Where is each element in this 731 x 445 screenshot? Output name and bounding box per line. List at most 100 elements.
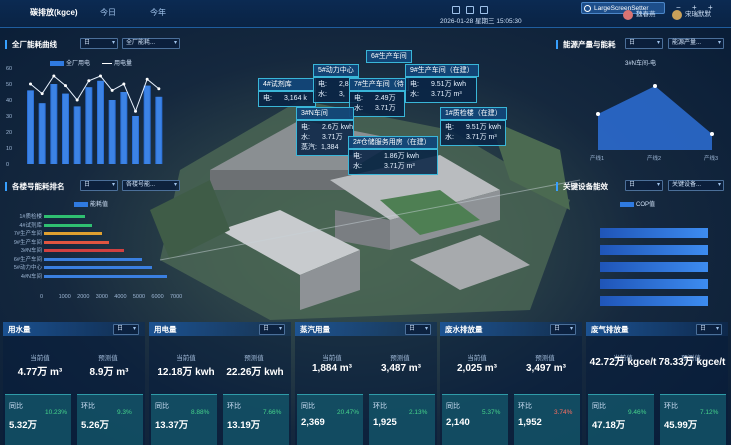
metric-select[interactable]: 各楼号能... (122, 180, 180, 191)
series-point (122, 82, 126, 86)
row-value: 2,8 (338, 81, 349, 88)
current-label: 当前值 (467, 355, 487, 362)
popup-row: 水: 3.71万 (301, 133, 349, 143)
row-value: 3.71万 m³ (430, 91, 462, 98)
kpi-header: 废气排放量 (586, 322, 728, 336)
period-select[interactable]: 日 (259, 324, 285, 335)
period-select[interactable]: 日 (80, 180, 118, 191)
category-label: 4#试剂库 (19, 222, 42, 229)
minimize-button[interactable]: − (676, 3, 681, 12)
category-label: 9#生产车间 (13, 239, 42, 246)
period-select[interactable]: 日 (625, 38, 663, 49)
user-badge-2[interactable]: 宋瑞默默 (672, 9, 711, 21)
popup-row: 电: 2.49万 (354, 94, 400, 104)
popup-body: 电: 2.49万 水: 3.71万 (349, 91, 405, 117)
bar-highlight (109, 100, 115, 164)
forecast-label: 预测值 (98, 355, 118, 362)
metric-select[interactable]: 能源产量... (668, 38, 724, 49)
period-select[interactable]: 日 (625, 180, 663, 191)
building-popup-3n[interactable]: 3#N车间 电: 2.6万 kwh 水: 3.71万 蒸汽: 1,384 (296, 107, 354, 156)
building-popup-2[interactable]: 2#仓储服务用房（在建） 电: 1.86万 kwh 水: 3.71万 m³ (348, 136, 438, 175)
popup-title: 3#N车间 (296, 107, 354, 120)
x-tick-label: 2000 (77, 294, 90, 300)
bar-highlight (98, 80, 103, 164)
x-tick-label: 6000 (151, 294, 164, 300)
kpi-title: 废水排放量 (445, 325, 483, 334)
compare-percent: 7.12% (700, 409, 719, 416)
compare-value: 1,952 (518, 417, 542, 428)
period-select[interactable]: 日 (113, 324, 139, 335)
tab-carbon[interactable]: 碳排放(kgce) (30, 8, 78, 17)
building-popup-6[interactable]: 6#生产车间 (366, 50, 412, 63)
row-value: 3.71万 (321, 134, 343, 141)
period-select[interactable]: 日 (405, 324, 431, 335)
bar (600, 245, 709, 255)
row-label: 水: (353, 163, 362, 170)
download-icon[interactable] (452, 6, 460, 14)
bar (44, 232, 102, 235)
gear-icon (584, 5, 591, 12)
period-select[interactable]: 日 (80, 38, 118, 49)
series-point (99, 74, 102, 78)
kpi-panel: 用水量 日当前值 4.77万 m³ 预测值 8.9万 m³ 同比 5.32万 10.23% 环比… (3, 322, 145, 445)
series-point (596, 112, 600, 116)
building-popup-7[interactable]: 7#生产车间（待 电: 2.49万 水: 3.71万 (349, 78, 409, 117)
bar (62, 93, 69, 164)
series-point (87, 79, 91, 83)
popup-row: 电: 9.51万 kwh (410, 80, 472, 90)
building-popup-9[interactable]: 9#生产车间（在建） 电: 9.51万 kwh 水: 3.71万 m³ (405, 64, 479, 103)
user-badge-1[interactable]: 魏春燕 (623, 9, 656, 21)
period-select[interactable]: 日 (696, 324, 722, 335)
close-button[interactable]: + (708, 3, 713, 12)
bar (44, 257, 143, 261)
row-label: 电: (353, 153, 362, 160)
compare-label: 同比 (446, 403, 460, 410)
forecast-value: 3,497 m³ (525, 363, 567, 374)
building-popup-5[interactable]: 5#动力中心 电: 2,8 水: 3, (313, 64, 359, 103)
series-point (110, 88, 114, 92)
x-tick-label: 0 (40, 294, 44, 300)
building-popup-4[interactable]: 4#试剂库 电: 3,164 k (258, 78, 316, 107)
maximize-button[interactable]: + (692, 3, 697, 12)
tab-today[interactable]: 今日 (100, 8, 116, 17)
row-value: 3.71万 (374, 105, 396, 112)
current-label: 当前值 (613, 355, 633, 362)
row-value: 9.51万 kwh (465, 124, 501, 131)
compare-label: 同比 (9, 403, 23, 410)
row-label: 水: (410, 91, 419, 98)
series-point (653, 84, 657, 88)
y-tick-label: 0 (6, 162, 10, 168)
metric-select[interactable]: 关键设备... (668, 180, 724, 191)
popup-row: 水: 3.71万 m³ (445, 133, 501, 143)
bar (38, 103, 46, 164)
yoy-card: 同比 13.37万 8.88% (151, 394, 217, 445)
y-tick-label: 10 (6, 146, 13, 152)
legend-item: 用电量 (102, 58, 132, 67)
row-label: 水: (354, 105, 363, 112)
x-tick-label: 4000 (114, 294, 127, 300)
bar (97, 80, 104, 164)
period-select[interactable]: 日 (550, 324, 576, 335)
tab-year[interactable]: 今年 (150, 8, 166, 17)
bar-highlight (156, 96, 162, 164)
popup-row: 电: 3,164 k (263, 94, 311, 104)
legend-label: COP值 (636, 202, 656, 208)
bar-highlight (74, 106, 80, 164)
popup-row: 电: 2,8 (318, 80, 354, 90)
metric-select[interactable]: 全厂能耗... (122, 38, 180, 49)
row-label: 电: (263, 95, 272, 102)
bar-highlight (133, 116, 138, 164)
edit-icon[interactable] (466, 6, 474, 14)
bar (44, 215, 85, 218)
fullscreen-icon[interactable] (480, 6, 488, 14)
bar-highlight (121, 92, 127, 164)
row-value: 1,384 (320, 144, 339, 151)
compare-percent: 9.46% (628, 409, 647, 416)
datetime: 2026-01-28 星期三 15:05:30 (440, 18, 522, 25)
building-popup-1[interactable]: 1#质检楼（在建） 电: 9.51万 kwh 水: 3.71万 m³ (440, 107, 507, 146)
bar-highlight (39, 103, 45, 164)
current-value: 2,025 m³ (456, 363, 498, 374)
screen-setter-label: LargeScreenSetter (594, 5, 649, 12)
